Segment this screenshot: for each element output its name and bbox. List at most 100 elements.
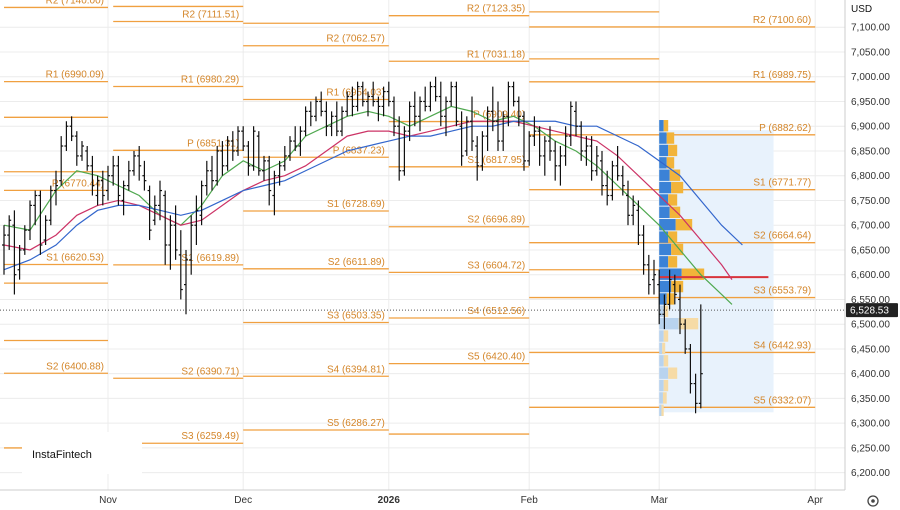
pivot-label: R1 (6990.09) — [46, 70, 104, 81]
ohlc-bar — [116, 155, 121, 206]
ohlc-bar — [553, 141, 558, 181]
ohlc-bar — [256, 131, 261, 176]
ohlc-bar — [319, 91, 324, 117]
volume-profile-bar — [671, 181, 684, 194]
volume-profile-bar — [675, 219, 693, 231]
ohlc-bar — [511, 81, 516, 107]
ohlc-bar — [80, 141, 84, 161]
volume-profile-bar — [668, 231, 678, 243]
price-tick-label: 7,050.00 — [851, 47, 890, 58]
ohlc-bar — [267, 155, 272, 206]
volume-profile-bar — [663, 305, 669, 318]
ohlc-bar — [303, 106, 308, 137]
ohlc-bar — [532, 116, 537, 147]
ohlc-bar — [516, 96, 521, 127]
volume-profile-bar — [668, 256, 678, 268]
volume-profile-bar — [659, 404, 662, 416]
ohlc-bar — [594, 146, 599, 176]
volume-profile-bar — [659, 318, 679, 330]
logo-text: InstaFintech — [32, 449, 92, 461]
ohlc-bar — [579, 121, 584, 161]
price-tick-label: 6,950.00 — [851, 97, 890, 108]
ohlc-bar — [293, 126, 298, 151]
volume-profile-bar — [659, 206, 670, 219]
ohlc-bar — [173, 205, 178, 260]
ohlc-bar — [334, 101, 339, 137]
ohlc-bar — [121, 180, 126, 216]
pivot-label: S4 (6442.93) — [753, 340, 811, 351]
ohlc-bar — [100, 170, 105, 206]
ohlc-bar — [69, 116, 74, 142]
pivot-label: S3 (6604.72) — [467, 260, 525, 271]
volume-profile-bar — [659, 330, 664, 342]
ohlc-bar — [95, 175, 100, 206]
volume-profile-bar — [669, 206, 681, 219]
ohlc-bar — [12, 210, 17, 295]
ohlc-bar — [298, 126, 303, 156]
ohlc-bar — [563, 126, 568, 166]
pivot-label: R1 (6954.03) — [326, 87, 384, 98]
ohlc-bar — [662, 294, 667, 330]
ohlc-bar — [657, 269, 662, 325]
ohlc-bar — [397, 116, 402, 181]
ohlc-bar — [688, 343, 693, 394]
price-tick-label: 6,800.00 — [851, 171, 890, 182]
ohlc-bar — [215, 146, 220, 186]
volume-profile-bar — [666, 132, 675, 144]
ohlc-bar — [225, 136, 230, 171]
pivot-label: S2 (6611.89) — [328, 257, 385, 268]
ohlc-bar — [366, 91, 370, 117]
ohlc-bar — [199, 180, 204, 226]
ohlc-bar — [152, 195, 157, 226]
ohlc-bar — [698, 304, 703, 409]
ohlc-bar — [381, 86, 386, 117]
ohlc-bar — [163, 190, 168, 265]
volume-profile-bar — [659, 305, 664, 318]
volume-profile-bar — [659, 379, 664, 392]
ohlc-bar — [111, 155, 116, 186]
pivot-label: R2 (7062.57) — [326, 34, 384, 45]
price-axis-ticks: 7,100.00 7,050.00 7,000.00 6,950.00 6,900.00… — [851, 23, 890, 479]
volume-profile-bar — [666, 293, 675, 305]
ohlc-bar — [418, 96, 422, 132]
pivot-label: S4 (6512.56) — [467, 306, 525, 317]
time-tick-label: Apr — [807, 495, 823, 506]
volume-profile-bar — [681, 268, 705, 280]
price-tick-label: 6,400.00 — [851, 369, 890, 380]
time-tick-label: Feb — [521, 495, 539, 506]
pivot-label: S3 (6503.35) — [327, 311, 385, 322]
ohlc-bar — [314, 96, 318, 122]
pivot-label: R1 (6989.75) — [753, 70, 811, 81]
ohlc-bar — [360, 81, 365, 107]
ohlc-bar — [485, 106, 490, 151]
ohlc-bar — [412, 91, 417, 127]
ohlc-bar — [568, 101, 573, 147]
ohlc-bar — [345, 91, 350, 117]
ohlc-bar — [693, 373, 698, 414]
pivot-label: S5 (6286.27) — [327, 418, 385, 429]
ohlc-bar — [615, 146, 620, 181]
ohlc-bar — [683, 319, 688, 354]
settings-gear-icon[interactable] — [867, 495, 879, 507]
pivot-label: P (6837.23) — [333, 145, 385, 156]
ohlc-bar — [605, 170, 610, 206]
volume-profile-bar — [678, 318, 699, 330]
price-tick-label: 6,550.00 — [851, 295, 890, 306]
ohlc-bar — [246, 141, 251, 176]
ohlc-bar — [584, 136, 589, 166]
ohlc-bar — [438, 81, 443, 127]
pivot-label: R2 (7123.35) — [467, 4, 525, 15]
pivot-label: R2 (7111.51) — [182, 10, 239, 21]
ohlc-bar — [38, 190, 43, 255]
pivot-label: S1 (6620.53) — [46, 253, 104, 264]
pivot-label: S2 (6390.71) — [181, 366, 239, 377]
current-price-tag: 6,528.53 — [846, 303, 898, 318]
ohlc-bar — [433, 76, 438, 102]
currency-label[interactable]: USD — [851, 4, 872, 15]
ohlc-bar — [54, 170, 58, 206]
ohlc-bar — [90, 155, 95, 196]
pivot-label: S5 (6332.07) — [753, 395, 811, 406]
ohlc-bar — [22, 225, 27, 255]
